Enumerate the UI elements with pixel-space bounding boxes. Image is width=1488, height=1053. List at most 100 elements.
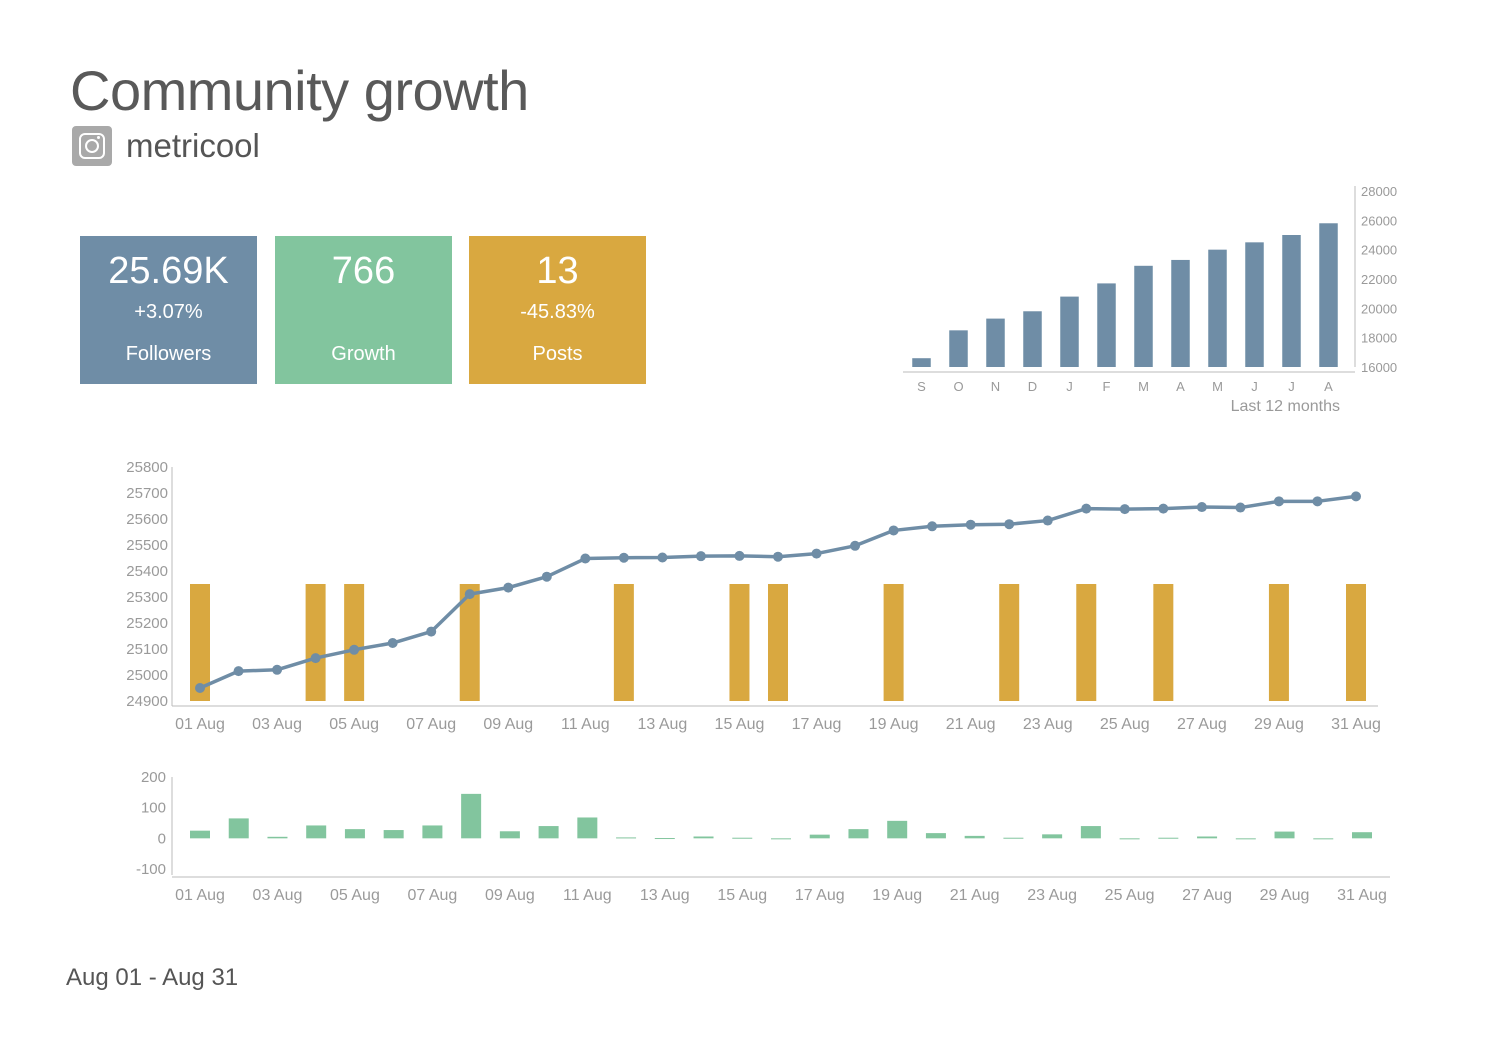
followers-point xyxy=(387,638,398,649)
growth-label: Growth xyxy=(331,343,396,365)
x-tick-label: 01 Aug xyxy=(175,716,225,733)
x-tick-label: 13 Aug xyxy=(637,716,687,733)
followers-point xyxy=(965,519,976,530)
post-bar xyxy=(459,584,480,701)
x-tick-label: F xyxy=(1103,379,1111,394)
month-bar xyxy=(1060,296,1079,367)
followers-point xyxy=(310,653,321,664)
x-tick-label: 29 Aug xyxy=(1254,716,1304,733)
x-tick-label: 09 Aug xyxy=(483,716,533,733)
followers-card: 25.69K +3.07% Followers xyxy=(80,236,257,384)
x-tick-label: 11 Aug xyxy=(563,887,612,904)
followers-point xyxy=(1273,496,1284,507)
growth-bar xyxy=(461,793,482,839)
growth-bar xyxy=(809,834,830,839)
month-bar xyxy=(986,318,1005,367)
x-tick-label: 25 Aug xyxy=(1105,887,1155,904)
post-bar xyxy=(1076,584,1097,701)
followers-point xyxy=(233,666,244,677)
growth-bar xyxy=(654,838,675,840)
x-tick-label: N xyxy=(991,379,1000,394)
post-bar xyxy=(613,584,634,701)
growth-bar xyxy=(267,836,288,839)
x-tick-label: 15 Aug xyxy=(715,716,765,733)
y-tick-label: 25400 xyxy=(126,563,168,580)
month-bar xyxy=(1319,223,1338,367)
followers-delta: +3.07% xyxy=(134,301,203,323)
x-tick-label: 03 Aug xyxy=(253,887,303,904)
followers-point xyxy=(426,626,437,637)
growth-bar xyxy=(771,838,791,840)
growth-bar xyxy=(732,837,753,839)
post-bar xyxy=(190,584,210,701)
followers-point xyxy=(850,540,861,551)
post-bar xyxy=(999,584,1020,701)
y-tick-label: 25200 xyxy=(126,615,168,632)
page-title: Community growth xyxy=(70,59,529,122)
growth-delta xyxy=(275,301,452,325)
followers-point xyxy=(773,551,783,562)
x-tick-label: 03 Aug xyxy=(252,716,302,733)
growth-bar xyxy=(616,837,637,839)
followers-point xyxy=(503,582,514,593)
posts-delta: -45.83% xyxy=(520,301,595,323)
followers-point xyxy=(657,552,668,563)
followers-point xyxy=(1235,502,1246,513)
x-tick-label: M xyxy=(1138,379,1149,394)
followers-point xyxy=(1081,503,1092,514)
growth-bar xyxy=(1274,831,1295,839)
x-tick-label: J xyxy=(1066,379,1073,394)
x-tick-label: 17 Aug xyxy=(795,887,845,904)
x-tick-label: 11 Aug xyxy=(561,716,610,733)
posts-value: 13 xyxy=(536,250,579,292)
followers-point xyxy=(618,552,629,563)
x-tick-label: A xyxy=(1324,379,1333,394)
growth-bar xyxy=(499,831,520,839)
y-tick-label: 18000 xyxy=(1361,331,1397,346)
x-tick-label: 15 Aug xyxy=(717,887,767,904)
y-tick-label: 25000 xyxy=(126,667,168,684)
date-range: Aug 01 - Aug 31 xyxy=(66,964,239,991)
x-tick-label: 09 Aug xyxy=(485,887,535,904)
month-bar xyxy=(1097,283,1116,367)
month-bar xyxy=(1023,311,1042,367)
y-tick-label: 22000 xyxy=(1361,272,1397,287)
y-tick-label: 25100 xyxy=(126,641,168,658)
x-tick-label: 17 Aug xyxy=(792,716,842,733)
growth-bar xyxy=(538,826,559,839)
x-tick-label: 13 Aug xyxy=(640,887,690,904)
growth-bar xyxy=(925,833,946,839)
followers-point xyxy=(464,589,475,600)
followers-point xyxy=(1196,502,1207,513)
growth-bar xyxy=(1003,837,1024,839)
y-tick-label: 25500 xyxy=(126,537,168,554)
x-tick-label: 31 Aug xyxy=(1331,716,1381,733)
x-axis-title: Last 12 months xyxy=(1231,398,1340,415)
followers-point xyxy=(1004,519,1015,530)
month-bar xyxy=(1282,235,1301,367)
y-tick-label: 20000 xyxy=(1361,301,1397,316)
y-tick-label: 26000 xyxy=(1361,213,1397,228)
followers-point xyxy=(734,550,745,561)
x-tick-label: 25 Aug xyxy=(1100,716,1150,733)
growth-bar xyxy=(1080,826,1101,839)
post-bar xyxy=(1346,584,1366,701)
y-tick-label: 24900 xyxy=(126,693,168,710)
x-tick-label: 27 Aug xyxy=(1182,887,1232,904)
x-tick-label: D xyxy=(1028,379,1037,394)
x-tick-label: 07 Aug xyxy=(407,887,457,904)
growth-bar xyxy=(1235,838,1256,840)
month-bar xyxy=(912,358,931,367)
x-tick-label: 27 Aug xyxy=(1177,716,1227,733)
post-bar xyxy=(883,584,904,701)
y-tick-label: 25800 xyxy=(126,459,168,476)
x-tick-label: 19 Aug xyxy=(872,887,922,904)
growth-bar xyxy=(1313,838,1334,840)
x-tick-label: M xyxy=(1212,379,1223,394)
posts-label: Posts xyxy=(532,343,583,365)
y-tick-label: 25600 xyxy=(126,511,168,528)
y-tick-label: 28000 xyxy=(1361,184,1397,199)
post-bar xyxy=(768,584,788,701)
followers-point xyxy=(195,683,205,693)
x-tick-label: 01 Aug xyxy=(175,887,225,904)
